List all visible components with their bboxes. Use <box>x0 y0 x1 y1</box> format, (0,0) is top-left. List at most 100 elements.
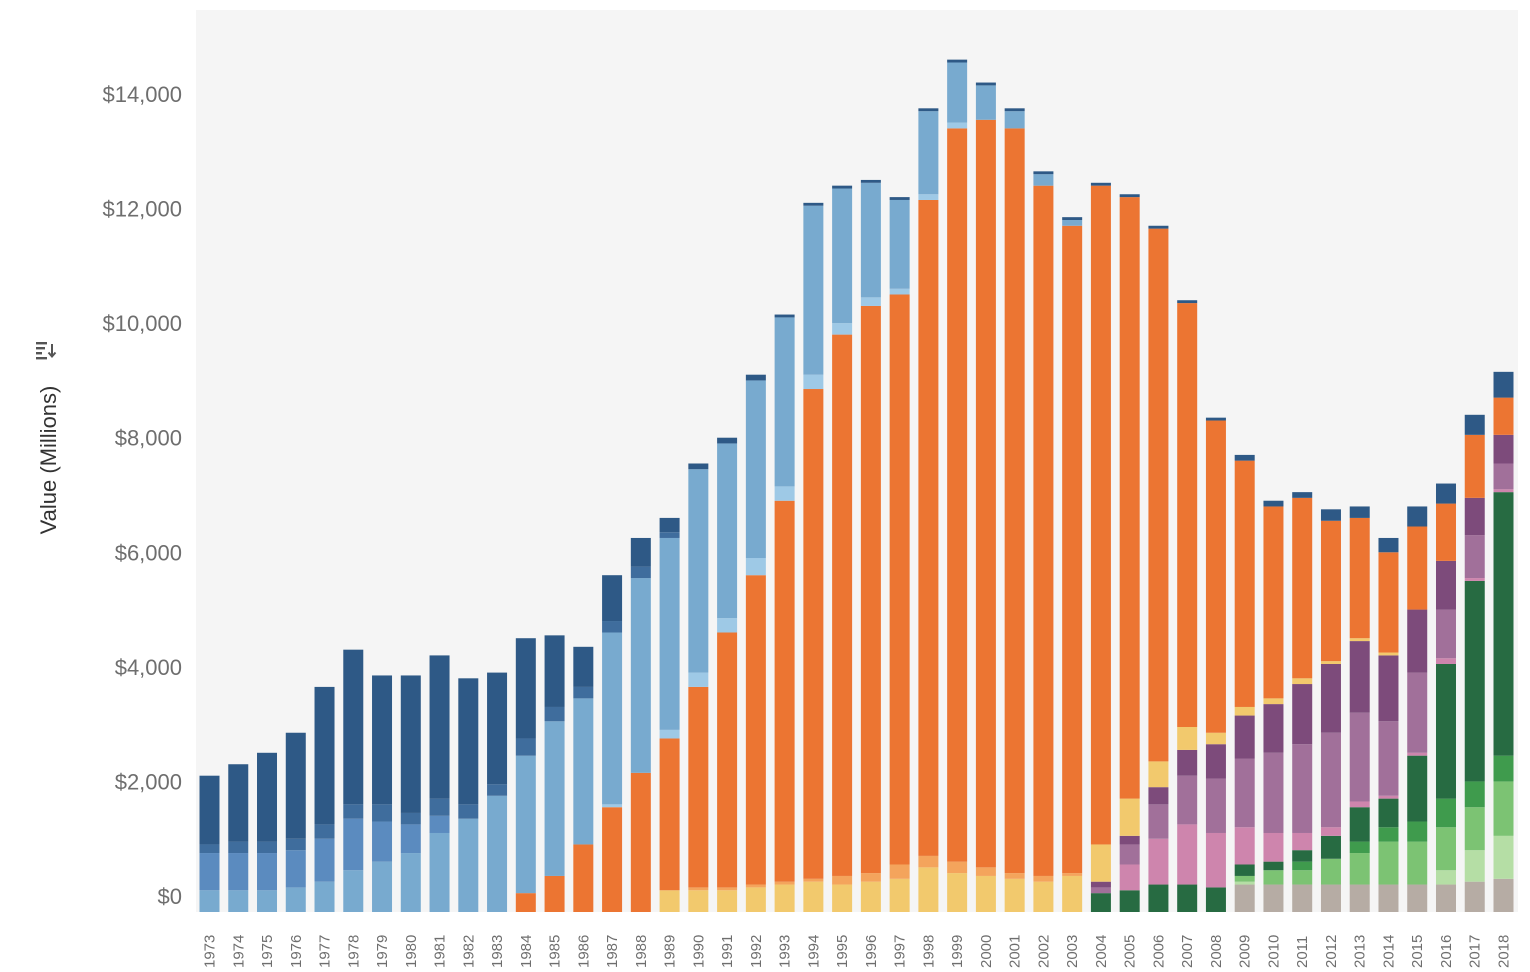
bar-segment[interactable] <box>1464 434 1485 498</box>
bar-segment[interactable] <box>257 752 278 842</box>
bar-segment[interactable] <box>314 838 335 882</box>
bar-segment[interactable] <box>1205 832 1226 888</box>
bar-1993[interactable] <box>774 314 795 912</box>
bar-segment[interactable] <box>717 437 738 444</box>
bar-1997[interactable] <box>889 197 910 912</box>
bar-segment[interactable] <box>1292 744 1313 833</box>
bar-segment[interactable] <box>257 890 278 912</box>
bar-segment[interactable] <box>1493 878 1514 912</box>
bar-segment[interactable] <box>1090 887 1111 894</box>
bar-segment[interactable] <box>688 686 709 888</box>
bar-segment[interactable] <box>659 738 680 891</box>
bar-1982[interactable] <box>458 678 479 912</box>
bar-segment[interactable] <box>1407 752 1428 756</box>
bar-segment[interactable] <box>717 632 738 888</box>
bar-2002[interactable] <box>1033 171 1054 912</box>
bar-1986[interactable] <box>573 646 594 912</box>
bar-segment[interactable] <box>1378 827 1399 842</box>
bar-segment[interactable] <box>1004 128 1025 874</box>
bar-segment[interactable] <box>1205 744 1226 779</box>
bar-segment[interactable] <box>372 821 393 862</box>
bar-segment[interactable] <box>1349 884 1370 912</box>
bar-segment[interactable] <box>975 875 996 912</box>
bar-segment[interactable] <box>918 111 939 195</box>
bar-segment[interactable] <box>630 578 651 773</box>
bar-segment[interactable] <box>1177 775 1198 825</box>
bar-segment[interactable] <box>745 558 766 576</box>
bar-segment[interactable] <box>343 870 364 912</box>
bar-segment[interactable] <box>1148 884 1169 912</box>
bar-segment[interactable] <box>889 288 910 295</box>
bar-segment[interactable] <box>774 884 795 912</box>
bar-segment[interactable] <box>774 500 795 882</box>
bar-1978[interactable] <box>343 649 364 912</box>
bar-segment[interactable] <box>1493 371 1514 398</box>
bar-segment[interactable] <box>1292 861 1313 871</box>
bar-segment[interactable] <box>1378 721 1399 796</box>
bar-1973[interactable] <box>199 775 220 912</box>
bar-segment[interactable] <box>199 844 220 854</box>
bar-segment[interactable] <box>860 179 881 183</box>
bar-segment[interactable] <box>803 374 824 390</box>
bar-segment[interactable] <box>1004 873 1025 879</box>
bar-segment[interactable] <box>1378 652 1399 656</box>
bar-segment[interactable] <box>918 194 939 200</box>
bar-segment[interactable] <box>1493 434 1514 464</box>
bar-segment[interactable] <box>1320 663 1341 733</box>
bar-segment[interactable] <box>1493 397 1514 435</box>
bar-segment[interactable] <box>889 878 910 912</box>
bar-segment[interactable] <box>1493 781 1514 836</box>
bar-segment[interactable] <box>975 867 996 876</box>
bar-segment[interactable] <box>832 188 853 324</box>
bar-segment[interactable] <box>429 798 450 816</box>
bar-segment[interactable] <box>1148 228 1169 762</box>
bar-segment[interactable] <box>1292 832 1313 851</box>
bar-2007[interactable] <box>1177 300 1198 912</box>
bar-segment[interactable] <box>1435 483 1456 504</box>
bar-segment[interactable] <box>1493 755 1514 782</box>
bar-segment[interactable] <box>1464 497 1485 536</box>
bar-segment[interactable] <box>1464 535 1485 579</box>
bar-segment[interactable] <box>1349 712 1370 802</box>
bar-segment[interactable] <box>228 841 249 854</box>
bar-2015[interactable] <box>1407 506 1428 912</box>
bar-segment[interactable] <box>745 887 766 912</box>
bar-segment[interactable] <box>285 732 306 839</box>
bar-segment[interactable] <box>1435 884 1456 912</box>
bar-segment[interactable] <box>1263 884 1284 912</box>
bar-segment[interactable] <box>1435 503 1456 561</box>
bar-segment[interactable] <box>1320 835 1341 859</box>
bar-segment[interactable] <box>1292 497 1313 679</box>
bar-segment[interactable] <box>1234 758 1255 828</box>
bar-segment[interactable] <box>975 82 996 86</box>
bar-segment[interactable] <box>745 374 766 381</box>
bar-segment[interactable] <box>1090 844 1111 882</box>
bar-segment[interactable] <box>1493 492 1514 756</box>
bar-segment[interactable] <box>659 890 680 912</box>
bar-segment[interactable] <box>1493 489 1514 493</box>
bar-segment[interactable] <box>860 881 881 912</box>
bar-segment[interactable] <box>889 294 910 865</box>
bar-segment[interactable] <box>688 463 709 470</box>
bar-segment[interactable] <box>1464 578 1485 581</box>
bar-segment[interactable] <box>947 122 968 129</box>
bar-segment[interactable] <box>1090 185 1111 845</box>
bar-segment[interactable] <box>1062 875 1083 912</box>
bar-segment[interactable] <box>918 199 939 856</box>
bar-segment[interactable] <box>1435 870 1456 885</box>
bar-2014[interactable] <box>1378 537 1399 912</box>
bar-segment[interactable] <box>1464 781 1485 808</box>
bar-segment[interactable] <box>1263 704 1284 753</box>
bar-segment[interactable] <box>832 323 853 335</box>
bar-segment[interactable] <box>1493 463 1514 490</box>
bar-segment[interactable] <box>860 182 881 298</box>
bar-1985[interactable] <box>544 635 565 912</box>
bar-segment[interactable] <box>429 815 450 833</box>
bar-segment[interactable] <box>1407 821 1428 842</box>
bar-1981[interactable] <box>429 655 450 912</box>
bar-2009[interactable] <box>1234 454 1255 912</box>
bar-segment[interactable] <box>1378 884 1399 912</box>
bar-segment[interactable] <box>1464 580 1485 782</box>
bar-segment[interactable] <box>918 108 939 112</box>
bar-segment[interactable] <box>1263 752 1284 833</box>
